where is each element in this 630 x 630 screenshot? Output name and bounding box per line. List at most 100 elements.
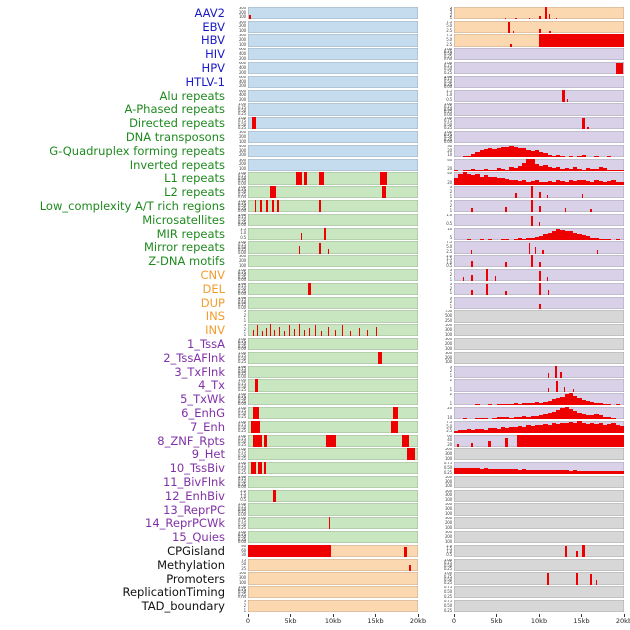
y-tick-label: 1.5	[446, 546, 452, 552]
signal-bar	[300, 233, 303, 240]
track-row: 8_ZNF_Rpts 1.00 0.75 0.50 0.25 60 40 20	[0, 434, 630, 448]
y-tick-label: 300	[444, 506, 452, 512]
y-tick-label: 300	[238, 20, 246, 24]
signal-area-sample	[517, 403, 522, 406]
signal-area-sample	[543, 165, 548, 171]
y-tick-label: 0.00	[443, 84, 452, 88]
signal-area-sample	[534, 470, 539, 475]
signal-area-sample	[551, 155, 556, 157]
signal-area-sample	[496, 168, 501, 171]
signal-bar	[590, 573, 593, 585]
right-track	[454, 296, 624, 309]
left-y-axis-ticks: 600 400 200	[228, 76, 248, 88]
signal-bar	[265, 199, 268, 213]
signal-area-sample	[568, 230, 573, 240]
signal-area-sample	[590, 422, 595, 433]
y-tick-label: 100	[444, 538, 452, 544]
track-row: INV 3 2 1 500 300 100	[0, 323, 630, 337]
y-tick-label: 0.50	[237, 411, 246, 417]
signal-area-sample	[471, 153, 476, 157]
signal-area-sample	[509, 146, 514, 157]
signal-area-sample	[590, 237, 595, 240]
signal-bar	[471, 249, 473, 254]
y-tick-label: 0.50	[443, 134, 452, 140]
signal-bar	[539, 282, 541, 295]
signal-bar	[274, 330, 276, 337]
y-tick-label: 2	[449, 285, 453, 291]
y-tick-label: 3	[449, 9, 453, 15]
signal-area-sample	[500, 146, 505, 157]
signal-area-sample	[581, 155, 586, 157]
y-tick-label: 0.50	[237, 521, 246, 527]
signal-bar	[516, 434, 624, 447]
signal-area-sample	[560, 408, 565, 420]
left-y-axis-ticks: 1.00 0.75 0.50 0.25 0.00	[228, 283, 248, 295]
right-track	[454, 503, 624, 516]
left-track	[248, 489, 418, 502]
signal-area-sample	[556, 154, 561, 157]
signal-area-sample	[556, 409, 561, 420]
signal-bar	[401, 434, 410, 447]
signal-area-sample	[615, 424, 620, 433]
right-track	[454, 393, 624, 406]
track-row: Mirror repeats 1.00 0.75 0.50 0.25 0.00 7.5 5.0…	[0, 241, 630, 255]
track-row: DUP 1.00 0.75 0.50 0.25 0.00 3 2 1	[0, 296, 630, 310]
y-tick-label: 3	[449, 296, 453, 300]
right-track	[454, 199, 624, 213]
y-tick-label: 60	[447, 434, 452, 438]
y-tick-label: 0.25	[237, 414, 246, 420]
right-track	[454, 117, 624, 130]
row-label: G-Quadruplex forming repeats	[49, 143, 225, 158]
x-axis-tick	[581, 614, 582, 618]
row-label: DNA transposons	[125, 130, 225, 145]
signal-area-sample	[534, 424, 539, 433]
signal-area-sample	[517, 469, 522, 475]
y-tick-label: 0.75	[237, 104, 246, 110]
signal-area-sample	[488, 148, 493, 157]
signal-area-sample	[462, 430, 467, 433]
right-y-axis-ticks: 0.75 0.50 0.25	[434, 586, 454, 598]
right-track	[454, 144, 624, 157]
y-tick-label: 2	[449, 299, 453, 305]
signal-area-sample	[551, 423, 556, 433]
y-tick-label: 200	[444, 520, 452, 526]
x-axis-tick	[496, 614, 497, 618]
signal-bar	[471, 207, 473, 213]
y-tick-label: 0.25	[237, 205, 246, 211]
signal-area-sample	[573, 232, 578, 240]
signal-area-sample	[522, 416, 527, 420]
y-tick-label: 1.5	[240, 227, 246, 231]
y-tick-label: 1.5	[446, 89, 452, 93]
signal-bar	[358, 327, 360, 337]
signal-area-sample	[551, 411, 556, 420]
signal-area-sample	[496, 178, 501, 185]
signal-area-sample	[556, 166, 561, 171]
right-y-axis-ticks: 1.00 0.75 0.50 0.25	[434, 62, 454, 74]
signal-area	[454, 145, 624, 157]
signal-area-sample	[560, 155, 565, 157]
y-tick-label: 0.75	[237, 186, 246, 192]
y-tick-label: 0.25	[237, 124, 246, 130]
x-axis-tick	[290, 614, 291, 618]
right-y-axis-ticks: 1.00 0.75 0.50 0.25 0.00	[434, 76, 454, 88]
y-tick-label: 0.25	[237, 481, 246, 487]
signal-bar	[539, 206, 541, 213]
y-tick-label: 300	[238, 6, 246, 10]
x-axis-tick-label: 15kb	[367, 617, 384, 626]
right-y-axis-ticks: 20 10	[434, 407, 454, 419]
signal-bar	[512, 30, 514, 33]
signal-area-sample	[458, 174, 463, 185]
signal-area-sample	[496, 469, 501, 475]
track-row: DEL 1.00 0.75 0.50 0.25 0.00 3 2 1	[0, 282, 630, 296]
y-tick-label: 0.50	[237, 203, 246, 209]
y-tick-label: 1.00	[237, 337, 246, 341]
track-row: G-Quadruplex forming repeats 400 300 200 30 2…	[0, 144, 630, 158]
y-tick-label: 0.00	[237, 291, 246, 295]
y-tick-label: 2.0	[446, 544, 452, 548]
y-tick-label: 0.00	[237, 180, 246, 185]
signal-area	[454, 406, 624, 420]
track-row: A-Phased repeats 1.00 0.75 0.50 0.25 1.00 0.75…	[0, 103, 630, 117]
signal-area-sample	[509, 180, 514, 185]
signal-area-sample	[547, 233, 552, 240]
signal-area-sample	[505, 469, 510, 475]
